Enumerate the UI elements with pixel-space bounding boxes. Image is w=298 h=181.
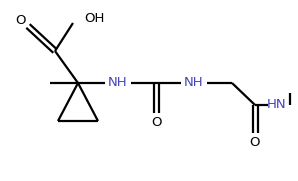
- Text: HN: HN: [267, 98, 287, 111]
- Text: O: O: [16, 14, 26, 28]
- Text: NH: NH: [108, 77, 128, 89]
- Text: NH: NH: [184, 77, 204, 89]
- Text: O: O: [151, 115, 161, 129]
- Text: OH: OH: [84, 12, 104, 24]
- Text: O: O: [250, 136, 260, 148]
